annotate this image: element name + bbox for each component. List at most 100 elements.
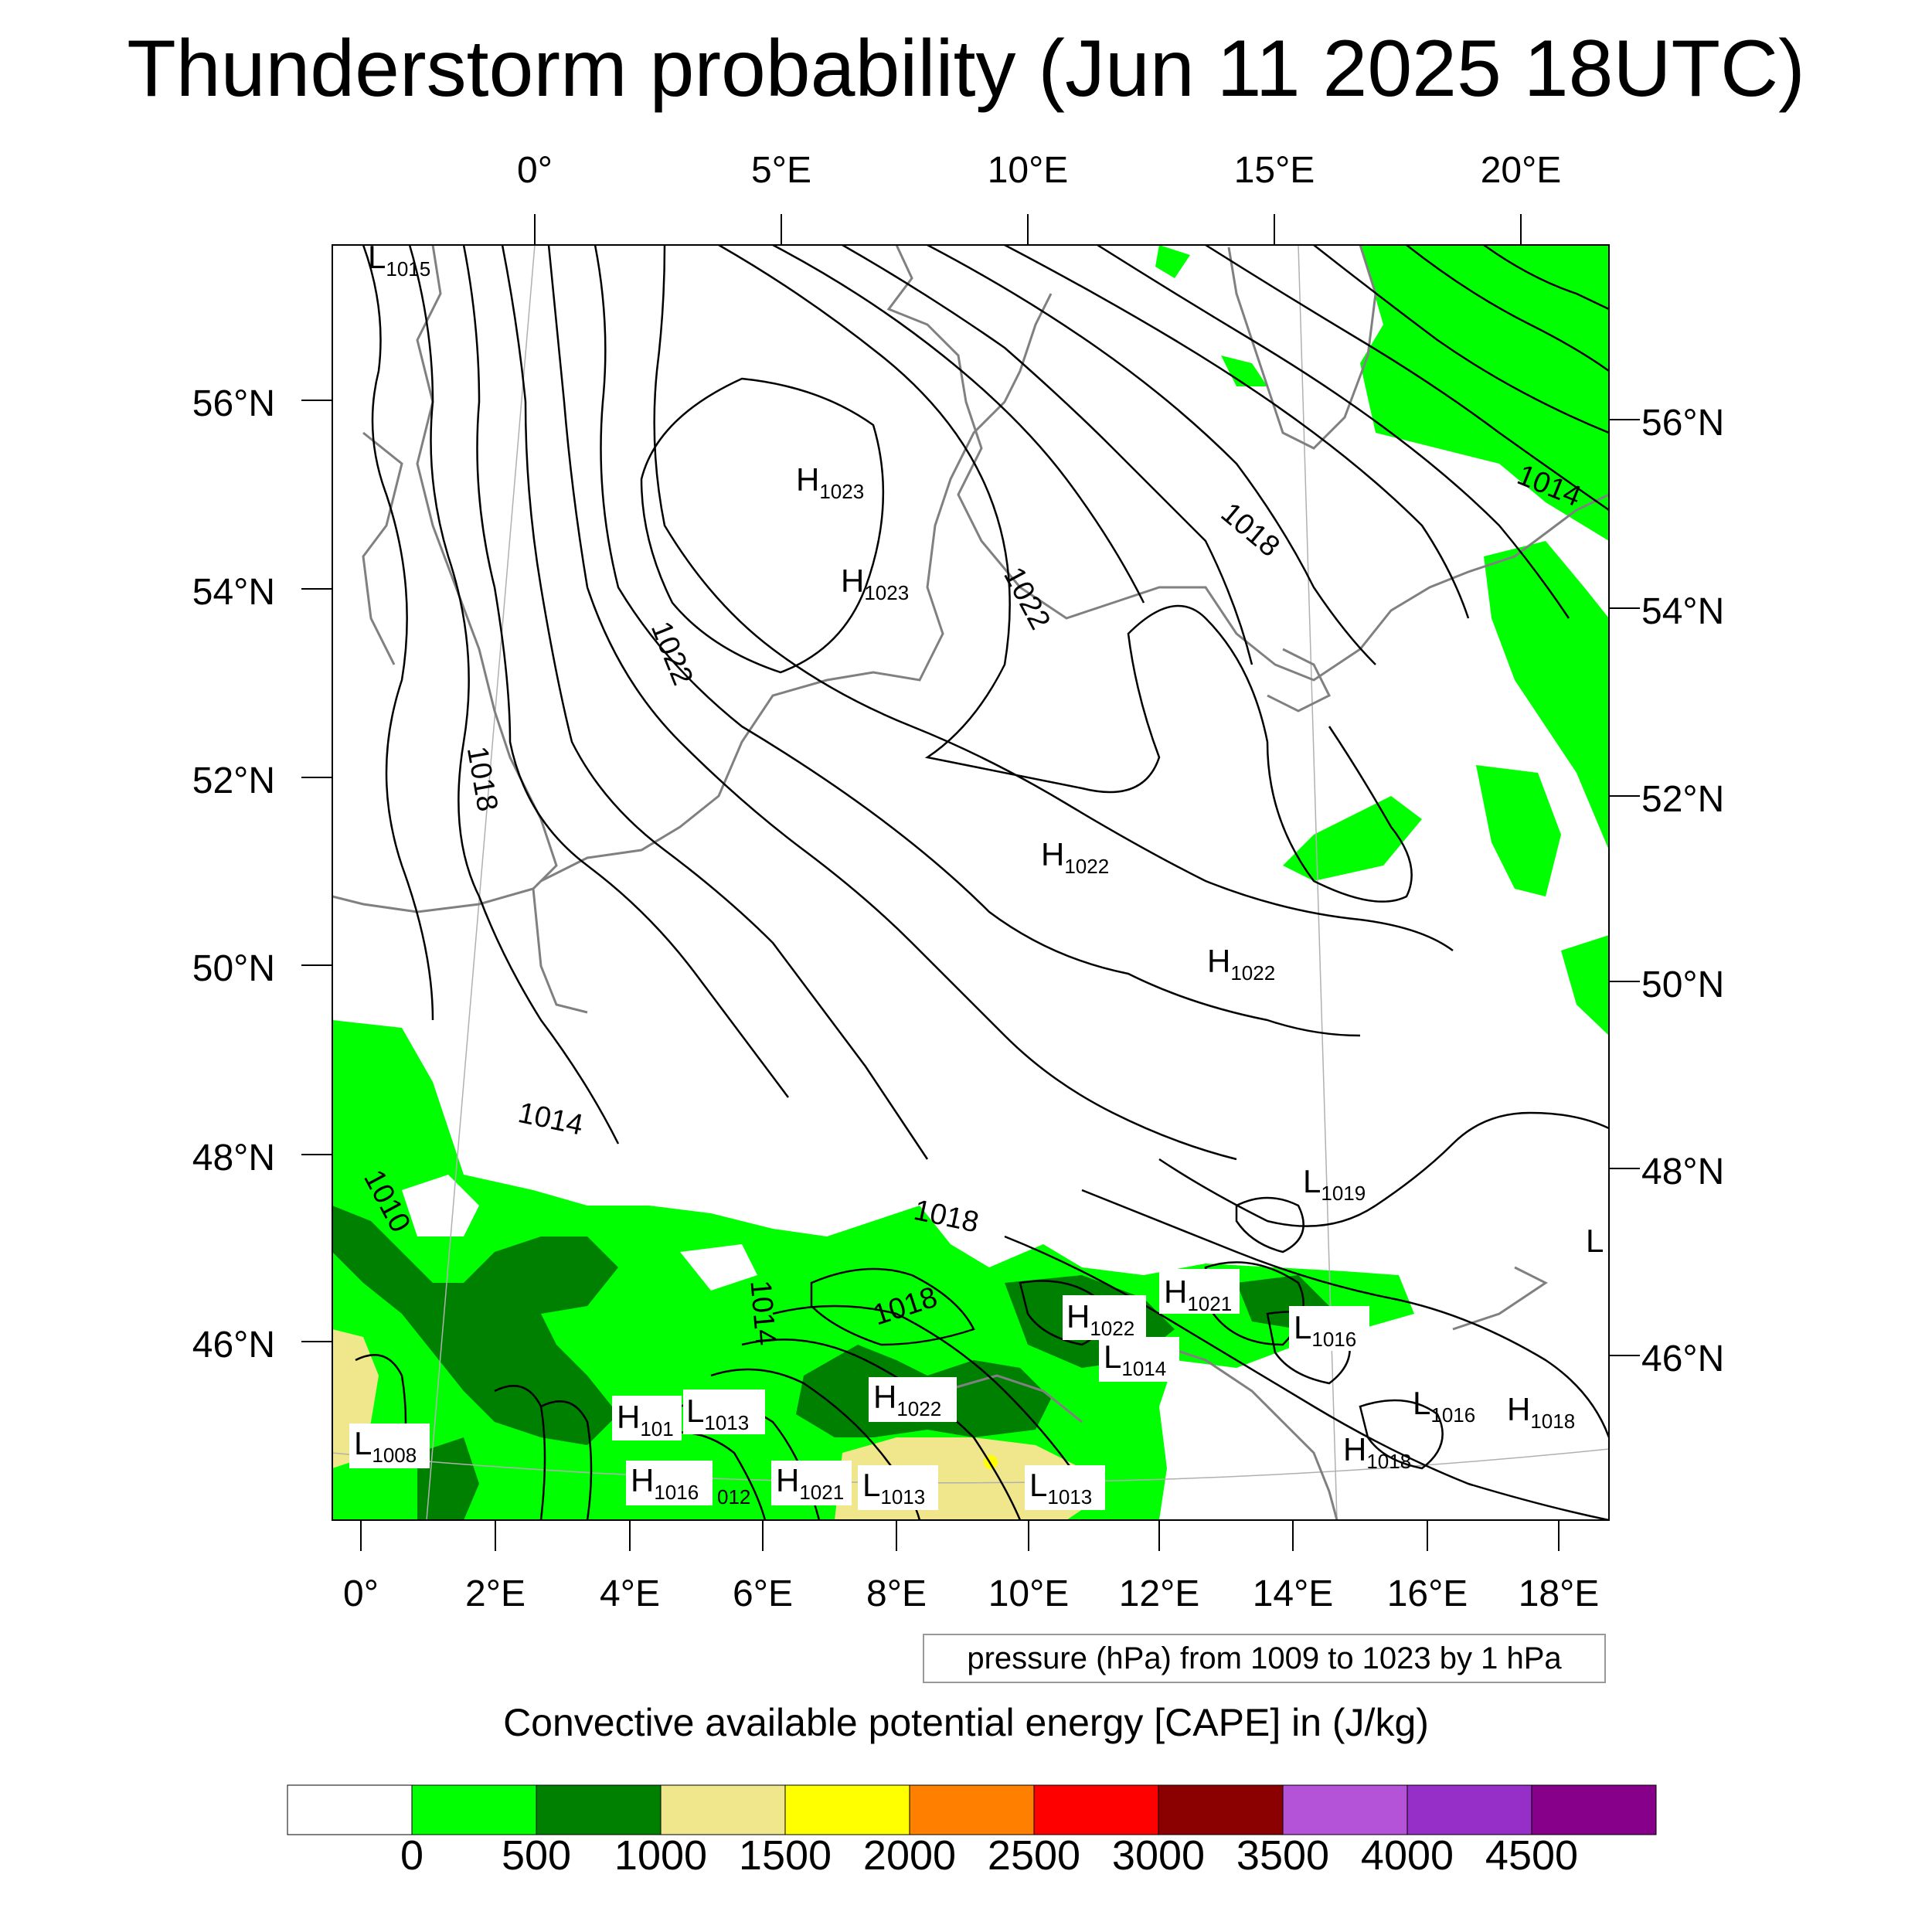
cape-region-0-500: [1561, 935, 1609, 1036]
cape-region-0-500: [1476, 765, 1561, 896]
label-box: [349, 1423, 430, 1468]
pressure-center-label: L1008: [354, 1425, 417, 1467]
colorbar-label: 2000: [862, 1832, 957, 1879]
colorbar-swatch: [411, 1784, 537, 1835]
colorbar-swatch: [784, 1784, 910, 1835]
pressure-center-label: H101: [617, 1399, 674, 1440]
pressure-center-label: H1022: [1207, 943, 1275, 985]
isobar-label: 1018: [461, 744, 504, 815]
bottom-lon-label: 18°E: [1519, 1573, 1600, 1614]
colorbar-label: 1000: [614, 1832, 708, 1879]
colorbar-swatch: [1406, 1784, 1532, 1835]
tick-marks: [301, 214, 1640, 1551]
bottom-lon-label: 4°E: [600, 1573, 660, 1614]
right-lat-label: 48°N: [1641, 1151, 1724, 1192]
cape-region-0-500: [1155, 245, 1190, 278]
contour-info-box: pressure (hPa) from 1009 to 1023 by 1 hP…: [923, 1634, 1606, 1683]
colorbar-swatch: [536, 1784, 662, 1835]
label-box: [683, 1389, 765, 1434]
top-lon-label: 15°E: [1234, 150, 1315, 191]
left-lat-label: 50°N: [192, 948, 275, 989]
left-lat-label: 56°N: [192, 383, 275, 424]
right-lat-label: 50°N: [1641, 964, 1724, 1005]
isobar-label: 1022: [997, 562, 1056, 634]
bottom-lon-label: 0°: [343, 1573, 379, 1614]
pressure-center-label: 012: [717, 1485, 750, 1509]
label-box: [858, 1465, 938, 1510]
pressure-center-label: H1021: [776, 1462, 844, 1504]
colorbar-label: 2500: [987, 1832, 1081, 1879]
pressure-center-label: L1014: [1104, 1338, 1166, 1380]
colorbar-label: 3000: [1111, 1832, 1206, 1879]
right-lat-label: 56°N: [1641, 403, 1724, 444]
pressure-center-label: H1022: [1041, 836, 1109, 878]
pressure-center-label: H1022: [873, 1379, 941, 1420]
colorbar-swatch: [1282, 1784, 1408, 1835]
cape-region-none: [680, 1244, 757, 1291]
colorbar-label: 500: [501, 1832, 572, 1879]
right-lat-label: 46°N: [1641, 1338, 1724, 1379]
pressure-center-label: H1023: [796, 461, 864, 503]
cape-region-500-1000: [417, 1437, 479, 1520]
colorbar-swatch: [287, 1784, 413, 1835]
cape-region-500-1000: [332, 1206, 618, 1445]
colorbar-label: 3500: [1236, 1832, 1330, 1879]
pressure-center-label: H1023: [841, 563, 909, 604]
bottom-lon-label: 6°E: [733, 1573, 793, 1614]
label-box: [1159, 1269, 1240, 1314]
coastlines: [332, 245, 1609, 1520]
bottom-lon-label: 10°E: [988, 1573, 1070, 1614]
pressure-center-label: H1021: [1164, 1274, 1232, 1315]
colorbar-label: 0: [400, 1832, 424, 1879]
pressure-center-label: L: [1586, 1223, 1604, 1259]
right-lat-label: 52°N: [1641, 779, 1724, 820]
cape-region-0-500: [1221, 355, 1267, 386]
bottom-lon-label: 14°E: [1253, 1573, 1334, 1614]
label-box: [1063, 1295, 1146, 1340]
isobar-label: 1014: [743, 1279, 781, 1347]
pressure-center-label: L1016: [1413, 1385, 1475, 1427]
label-box: [1099, 1337, 1179, 1382]
colorbar-swatch: [660, 1784, 786, 1835]
pressure-center-label: L1016: [1294, 1309, 1356, 1351]
pressure-center-label: H1022: [1066, 1298, 1134, 1340]
top-lon-label: 10°E: [988, 150, 1069, 191]
bottom-lon-label: 2°E: [465, 1573, 526, 1614]
colorbar: [287, 1784, 1657, 1835]
label-box: [1025, 1465, 1105, 1510]
map-content: [332, 245, 1609, 1520]
pressure-centers: L1015 H1023 H1023 H1022 H1022 L1019 L H1…: [349, 239, 1604, 1510]
left-lat-label: 46°N: [192, 1325, 275, 1366]
colorbar-label: 4000: [1360, 1832, 1454, 1879]
pressure-center-label: L1013: [862, 1467, 925, 1509]
colorbar-swatch: [1033, 1784, 1159, 1835]
cape-region-0-500: [1484, 541, 1609, 850]
isobar-label: 1022: [645, 617, 699, 689]
left-lat-label: 54°N: [192, 572, 275, 613]
chart-title: Thunderstorm probability (Jun 11 2025 18…: [127, 24, 1805, 114]
pressure-center-label: L1019: [1303, 1163, 1366, 1205]
pressure-center-label: L1013: [686, 1393, 749, 1434]
bottom-lon-label: 16°E: [1387, 1573, 1468, 1614]
top-lon-label: 0°: [517, 150, 553, 191]
isobar-label: 1014: [515, 1097, 586, 1142]
pressure-center-label: L1013: [1029, 1467, 1092, 1509]
pressure-center-label: H1018: [1507, 1391, 1575, 1433]
map-frame: [332, 244, 1610, 1521]
colorbar-swatch: [1158, 1784, 1284, 1835]
bottom-lon-label: 12°E: [1119, 1573, 1200, 1614]
colorbar-swatch: [1531, 1784, 1657, 1835]
label-box: [626, 1461, 713, 1505]
right-lat-label: 54°N: [1641, 591, 1724, 632]
cape-region-none: [402, 1175, 479, 1236]
pressure-center-label: H1018: [1343, 1431, 1411, 1473]
label-box: [612, 1396, 682, 1440]
colorbar-label: 1500: [738, 1832, 832, 1879]
colorbar-title: Convective available potential energy [C…: [503, 1701, 1429, 1744]
colorbar-labels: 0 500 1000 1500 2000 2500 3000 3500 4000…: [0, 1832, 1932, 1893]
pressure-center-label: L1015: [368, 239, 430, 281]
left-lat-label: 52°N: [192, 760, 275, 801]
top-lon-label: 5°E: [751, 150, 811, 191]
cape-region-0-500: [1283, 796, 1422, 881]
